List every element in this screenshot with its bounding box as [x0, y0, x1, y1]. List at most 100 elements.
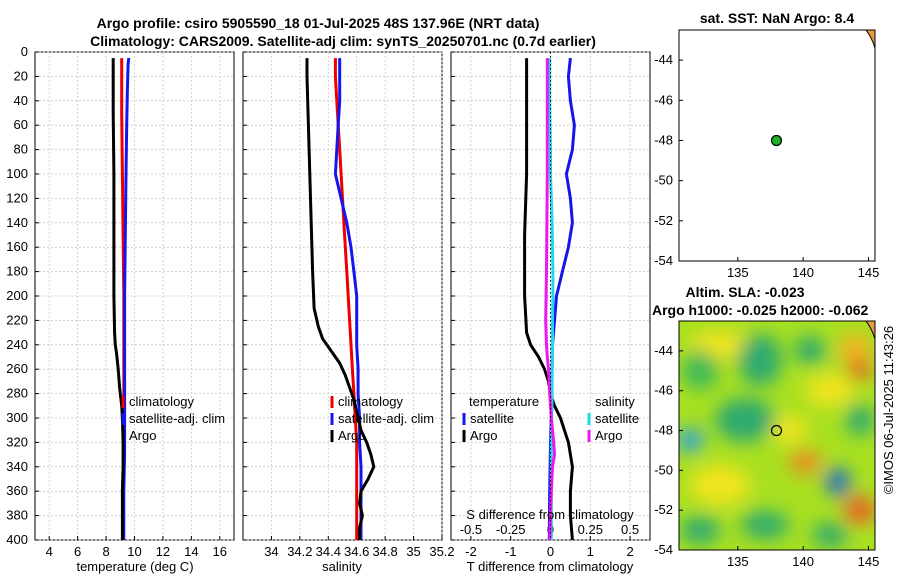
y-tick-label: 0	[21, 44, 28, 59]
legend-temperature-title: temperature	[469, 394, 539, 409]
y-tick-label: 180	[6, 264, 28, 279]
map-y-tick-label: -46	[654, 383, 673, 398]
y-tick-label: 60	[14, 117, 28, 132]
x-tick-label: 6	[74, 544, 81, 559]
y-tick-label: 80	[14, 142, 28, 157]
y-tick-label: 140	[6, 215, 28, 230]
map-y-tick-label: -48	[654, 423, 673, 438]
x-tick-label: 16	[213, 544, 227, 559]
map-y-tick-label: -54	[654, 542, 673, 557]
x-tick-label: 1	[587, 544, 594, 559]
legend-t-satellite-label: satellite	[470, 411, 514, 426]
y-tick-label: 380	[6, 508, 28, 523]
y-tick-label: 280	[6, 386, 28, 401]
tick-layer: 0204060801001201401601802002202402602803…	[6, 44, 639, 559]
map-x-tick-label: 135	[727, 554, 749, 569]
x-tick-label: 10	[127, 544, 141, 559]
map-x-tick-label: 145	[858, 265, 880, 280]
s-tick-label: -0.25	[496, 522, 526, 537]
y-tick-label: 200	[6, 288, 28, 303]
difference-xlabel: T difference from climatology	[467, 559, 634, 574]
map-x-tick-label: 140	[792, 265, 814, 280]
map-y-tick-label: -46	[654, 92, 673, 107]
y-tick-label: 240	[6, 337, 28, 352]
difference-legend: temperature satellite Argo salinity sate…	[462, 394, 639, 443]
s-difference-label: S difference from climatology	[466, 507, 634, 522]
legend-t-argo-label: Argo	[470, 428, 497, 443]
x-tick-label: 34.8	[372, 544, 397, 559]
grid-layer	[35, 51, 650, 541]
series-line-t-argo	[523, 58, 574, 541]
y-tick-label: 360	[6, 483, 28, 498]
map-y-tick-label: -50	[654, 462, 673, 477]
y-tick-label: 20	[14, 68, 28, 83]
x-tick-label: 34.2	[287, 544, 312, 559]
x-tick-label: -1	[505, 544, 517, 559]
argo-location-marker	[770, 424, 783, 437]
legend-s-argo-label: Argo	[595, 428, 622, 443]
figure-title-line2: Climatology: CARS2009. Satellite-adj cli…	[90, 33, 596, 49]
x-tick-label: 34	[264, 544, 278, 559]
map-x-tick-label: 140	[792, 554, 814, 569]
salinity-legend: climatology satellite-adj. clim Argo	[330, 394, 434, 443]
y-tick-label: 100	[6, 166, 28, 181]
legend-climatology-label: climatology	[129, 394, 195, 409]
y-tick-label: 220	[6, 312, 28, 327]
sst-map-title: sat. SST: NaN Argo: 8.4	[700, 10, 855, 26]
coastline-shape	[865, 321, 875, 340]
x-tick-label: 34.6	[344, 544, 369, 559]
y-tick-label: 400	[6, 532, 28, 547]
y-tick-label: 120	[6, 190, 28, 205]
argo-location-marker	[770, 134, 783, 147]
copyright-label: ©IMOS 06-Jul-2025 11:43:26	[881, 326, 896, 494]
x-tick-label: -2	[465, 544, 477, 559]
sla-map-title-line1: Altim. SLA: -0.023	[685, 284, 804, 300]
line-layer	[111, 57, 576, 541]
x-tick-label: 35.2	[429, 544, 454, 559]
map-x-tick-label: 135	[727, 265, 749, 280]
legend-salinity-title: salinity	[595, 394, 635, 409]
figure-title-line1: Argo profile: csiro 5905590_18 01-Jul-20…	[97, 15, 540, 31]
map-y-tick-label: -44	[654, 343, 673, 358]
map-y-tick-label: -44	[654, 52, 673, 67]
legend-satellite-label: satellite-adj. clim	[338, 411, 434, 426]
y-tick-label: 340	[6, 459, 28, 474]
map-y-tick-label: -50	[654, 173, 673, 188]
map-y-tick-label: -54	[654, 253, 673, 268]
x-tick-label: 34.4	[316, 544, 341, 559]
sla-heatmap	[679, 321, 875, 550]
temperature-xlabel: temperature (deg C)	[76, 559, 193, 574]
x-tick-label: 4	[46, 544, 53, 559]
series-line-argo	[111, 58, 125, 540]
legend-climatology-label: climatology	[338, 394, 404, 409]
map-layer: -44 -46 -48 -50 -52 -54 135 140 145 -44 -46 -48 -50 -…	[654, 52, 879, 569]
x-tick-label: 35	[406, 544, 420, 559]
salinity-xlabel: salinity	[322, 559, 362, 574]
legend-satellite-label: satellite-adj. clim	[129, 411, 225, 426]
y-tick-label: 40	[14, 93, 28, 108]
sla-blobs	[679, 331, 875, 547]
sla-map-axes	[678, 320, 876, 551]
series-line-argo	[305, 58, 376, 540]
coastline-shape	[865, 30, 875, 49]
y-tick-label: 260	[6, 361, 28, 376]
temperature-legend: climatology satellite-adj. clim Argo	[121, 394, 225, 443]
sst-coast	[865, 30, 875, 49]
sla-map-title-line2: Argo h1000: -0.025 h2000: -0.062	[652, 302, 869, 318]
y-tick-label: 160	[6, 239, 28, 254]
x-tick-label: 2	[626, 544, 633, 559]
s-tick-label: -0.5	[460, 522, 482, 537]
map-x-tick-label: 145	[858, 554, 880, 569]
x-tick-label: 12	[156, 544, 170, 559]
series-line-satellite-adj-clim	[333, 58, 363, 540]
legend-argo-label: Argo	[129, 428, 156, 443]
x-tick-label: 8	[102, 544, 109, 559]
legend-s-satellite-label: satellite	[595, 411, 639, 426]
series-line-s-argo	[544, 58, 556, 541]
map-y-tick-label: -48	[654, 132, 673, 147]
x-tick-label: 0	[547, 544, 554, 559]
s-tick-label: 0.25	[578, 522, 603, 537]
map-y-tick-label: -52	[654, 213, 673, 228]
y-tick-label: 320	[6, 434, 28, 449]
